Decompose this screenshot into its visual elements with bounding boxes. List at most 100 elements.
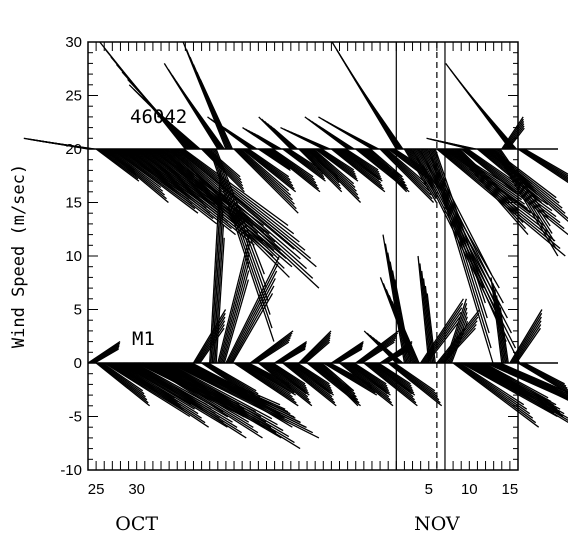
wind-stick [105,362,188,414]
wind-stick [344,362,388,395]
wind-stick [382,234,406,364]
wind-stick [206,362,259,395]
wind-stick [268,148,318,187]
wind-stick [453,148,527,230]
wind-stick [498,362,568,395]
wind-stick [120,148,218,225]
wind-stick [103,148,169,203]
wind-stick [407,148,437,192]
wind-stick [117,362,195,410]
wind-stick [214,148,267,288]
wind-stick [302,148,340,184]
wind-stick [287,148,323,173]
wind-stick [211,148,271,315]
y-tick-label: -5 [69,409,82,426]
wind-stick [298,330,332,364]
wind-stick [305,341,330,364]
wind-stick [256,341,290,364]
wind-stick [434,148,485,289]
wind-stick [378,362,411,385]
wind-stick [511,316,542,364]
wind-stick [219,252,250,364]
wind-stick [180,148,300,243]
wind-stick [479,362,558,410]
wind-stick [90,344,120,364]
wind-stick [333,344,364,364]
wind-stick [310,148,357,192]
wind-stick [231,293,274,364]
wind-stick [394,307,420,364]
wind-stick [178,148,312,259]
wind-stick [436,148,566,257]
y-tick-label: 20 [65,141,82,158]
wind-stick [307,148,360,200]
wind-stick [319,148,355,173]
wind-stick [279,347,306,364]
wind-stick [321,127,355,150]
wind-stick [367,362,414,398]
wind-stick [94,348,119,364]
wind-stick [430,148,490,334]
wind-stick [493,148,559,257]
wind-stick [459,362,525,406]
wind-stick [222,270,250,364]
wind-stick [454,362,537,424]
wind-stick [229,278,276,364]
wind-stick [351,362,389,389]
wind-stick [214,224,225,364]
wind-stick [311,148,356,189]
wind-stick [98,362,148,401]
wind-stick [485,148,568,223]
wind-stick [387,362,443,407]
wind-stick [433,148,486,304]
wind-stick [168,148,320,289]
wind-stick [343,362,390,398]
wind-stick [521,362,568,389]
wind-stick [494,289,506,364]
wind-stick [524,148,568,175]
wind-stick [357,334,398,364]
wind-stick [241,148,297,193]
y-tick-label: 25 [65,88,82,105]
wind-stick [517,362,568,394]
wind-stick [495,295,507,364]
wind-stick [369,148,403,178]
wind-stick [367,148,405,184]
wind-stick [251,332,293,364]
wind-stick [348,362,390,394]
wind-stick [129,148,232,230]
wind-stick [440,148,551,235]
wind-stick [98,148,138,178]
wind-stick [495,148,555,242]
wind-stick [211,197,223,364]
wind-stick [339,362,394,407]
wind-stick [325,362,375,392]
wind-stick [133,362,229,418]
wind-stick [160,148,290,278]
wind-stick [105,148,167,200]
wind-stick [129,362,243,434]
wind-stick [429,148,492,349]
wind-stick [130,362,238,428]
wind-stick [353,362,387,385]
wind-stick [332,342,364,364]
wind-stick [221,261,250,364]
wind-stick [450,321,469,364]
wind-stick [360,339,396,364]
wind-stick [263,362,307,395]
wind-stick [179,148,306,251]
series-label: M1 [132,328,155,350]
wind-stick [368,362,413,395]
wind-stick [237,362,293,398]
wind-stick [333,148,383,187]
wind-stick [466,148,553,212]
wind-stick [107,148,164,192]
wind-stick [113,148,196,210]
wind-stick [446,307,468,364]
wind-stick [148,362,250,423]
wind-stick [428,148,494,364]
wind-stick [449,316,468,364]
x-tick-label: 15 [502,481,519,498]
wind-stick [337,348,363,364]
wind-stick [481,362,555,406]
